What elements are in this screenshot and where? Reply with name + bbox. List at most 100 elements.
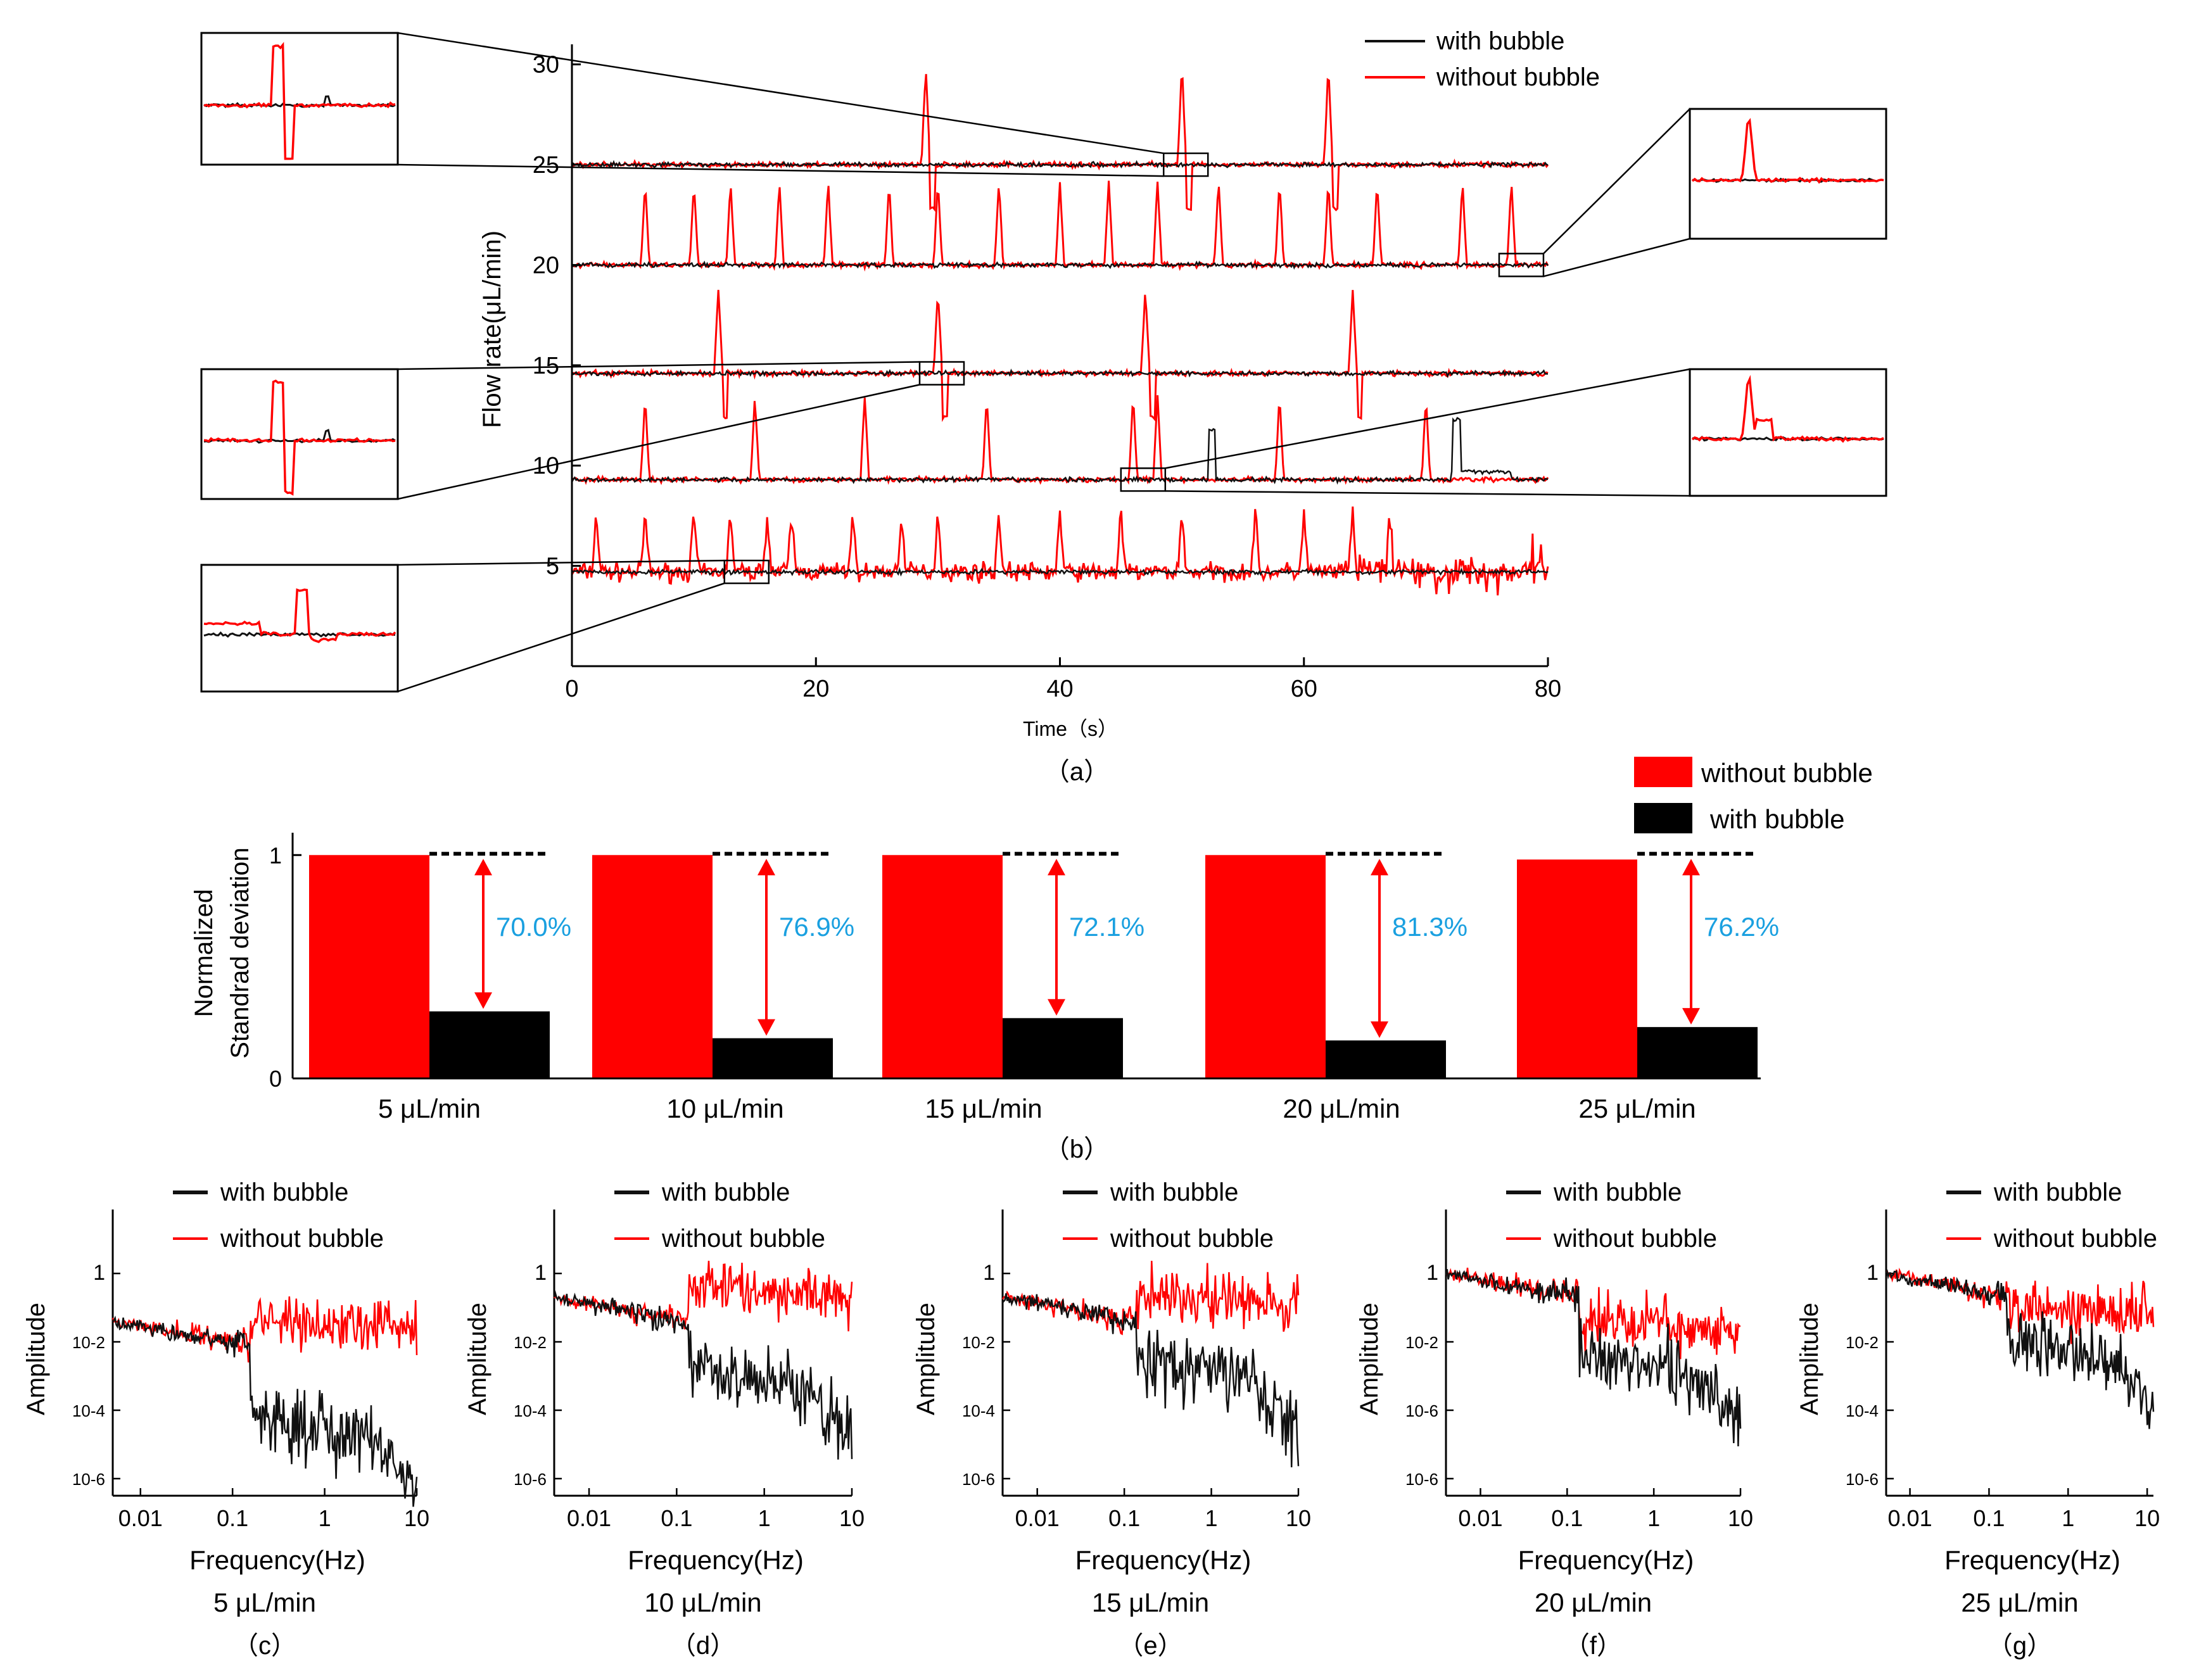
b-reduction-label: 76.2% (1704, 912, 1779, 942)
spectrum-xlabel: Frequency(Hz) (1075, 1545, 1252, 1575)
spectrum-caption: （e） (1118, 1632, 1182, 1660)
b-category-label: 15 μL/min (925, 1094, 1042, 1123)
b-bar-without-bubble (882, 855, 1003, 1078)
spectrum-xlabel: Frequency(Hz) (1944, 1545, 2120, 1575)
a-xtick-label: 20 (802, 676, 829, 702)
b-bar-without-bubble (592, 855, 713, 1078)
b-ticks: 01 (269, 842, 301, 1092)
spectrum-legend-with-text: with bubble (661, 1178, 790, 1206)
spectrum-subplot-20 μL/min: 0.01 0.1 1 10 1 10-2 10-6 10-6 Amplitude Frequenc… (1355, 1178, 1753, 1660)
spectrum-xlabel: Frequency(Hz) (628, 1545, 804, 1575)
spectrum-ytick-label: 10-6 (514, 1470, 547, 1489)
b-arrow-head-down (758, 1019, 775, 1036)
spectrum-ylabel: Amplitude (22, 1303, 50, 1415)
spectrum-xtick-label: 0.1 (217, 1505, 248, 1531)
spectrum-xtick-label: 0.1 (1973, 1505, 2005, 1531)
spectrum-title: 25 μL/min (1961, 1588, 2078, 1617)
spectrum-xtick-label: 0.01 (118, 1505, 163, 1531)
a-xtick-label: 40 (1046, 676, 1073, 702)
spectrum-ytick-label: 10-4 (962, 1401, 995, 1420)
b-ylabel-line2: Standrad deviation (226, 847, 254, 1059)
b-arrow-head-up (758, 859, 775, 876)
spectrum-title: 20 μL/min (1535, 1588, 1652, 1617)
spectrum-ytick-label: 10-4 (514, 1401, 547, 1420)
a-inset-without-bubble (1691, 118, 1884, 184)
spectrum-ylabel: Amplitude (1355, 1303, 1383, 1415)
a-inset-without-bubble (1691, 375, 1884, 443)
a-caption: （a） (1044, 758, 1109, 786)
spectrum-ytick-label: 10-6 (1405, 1470, 1438, 1489)
spectrum-without-bubble (1001, 1260, 1300, 1336)
b-category-label: 5 μL/min (378, 1094, 481, 1123)
a-ytick-label: 25 (533, 152, 559, 179)
b-bar-with-bubble (1003, 1018, 1123, 1078)
a-ticks: 0 20 40 60 80 5 10 15 20 25 30 (533, 52, 1561, 702)
b-legend-without-text: without bubble (1701, 758, 1873, 788)
a-zoom-box-middle-right (1120, 467, 1167, 492)
a-legend-with-text: with bubble (1436, 27, 1564, 55)
a-inset-without-bubble (203, 42, 396, 160)
a-trace-without-bubble-25 (571, 73, 1549, 212)
a-xtick-label: 0 (565, 676, 578, 702)
a-zoom-connector (397, 361, 920, 370)
spectrum-legend-without-text: without bubble (1553, 1225, 1717, 1253)
b-bar-with-bubble (429, 1011, 550, 1078)
b-bar-without-bubble (1517, 859, 1637, 1078)
spectrum-without-bubble (553, 1260, 853, 1332)
b-arrow-head-up (474, 859, 492, 876)
spectrum-ytick-label: 1 (1426, 1261, 1438, 1285)
spectrum-legend-without-text: without bubble (220, 1225, 384, 1253)
a-zoom-box-top-left (1162, 152, 1209, 177)
spectrum-subplot-10 μL/min: 0.01 0.1 1 10 1 10-2 10-4 10-6 Amplitude Frequenc… (464, 1178, 865, 1660)
a-zoom-connector (397, 582, 725, 693)
spectrum-caption: （d） (671, 1632, 735, 1660)
a-zoom-boxes (397, 32, 1690, 693)
a-trace-without-bubble-20 (571, 180, 1549, 272)
spectrum-without-bubble (111, 1296, 418, 1363)
spectrum-xlabel: Frequency(Hz) (1518, 1545, 1694, 1575)
b-legend-with-text: with bubble (1709, 804, 1844, 834)
b-bar-with-bubble (1326, 1040, 1446, 1078)
spectrum-caption: （g） (1987, 1632, 2052, 1660)
a-trace-without-bubble-5 (571, 506, 1549, 596)
a-inset-without-bubble (203, 588, 396, 643)
a-zoom-box-middle-left (918, 361, 965, 386)
spectrum-ytick-label: 10-2 (1846, 1333, 1879, 1352)
a-inset-top-right (1689, 108, 1887, 240)
spectrum-with-bubble (1445, 1269, 1742, 1447)
panel-spectra: 0.01 0.1 1 10 1 10-2 10-4 10-6 Amplitude Frequenc… (22, 1178, 2160, 1660)
a-ytick-label: 10 (533, 453, 559, 479)
spectrum-with-bubble (1002, 1293, 1300, 1468)
spectrum-ytick-label: 10-2 (1405, 1333, 1438, 1352)
spectrum-xtick-label: 10 (1286, 1505, 1311, 1531)
a-ytick-label: 15 (533, 353, 559, 379)
spectrum-legend-without-text: without bubble (661, 1225, 825, 1253)
spectrum-xtick-label: 0.01 (1458, 1505, 1502, 1531)
spectrum-ytick-label: 10-2 (514, 1333, 547, 1352)
spectrum-legend-with-text: with bubble (1553, 1178, 1682, 1206)
spectrum-xtick-label: 0.01 (1888, 1505, 1932, 1531)
spectrum-xtick-label: 1 (758, 1505, 771, 1531)
spectrum-xtick-label: 10 (404, 1505, 429, 1531)
spectrum-ytick-label: 10-6 (1405, 1401, 1438, 1420)
spectrum-xtick-label: 10 (839, 1505, 865, 1531)
spectrum-title: 5 μL/min (213, 1588, 316, 1617)
b-arrow-head-down (474, 992, 492, 1009)
a-xlabel: Time（s） (1023, 717, 1118, 740)
spectrum-xtick-label: 0.01 (1015, 1505, 1060, 1531)
spectrum-legend-without-text: without bubble (1110, 1225, 1274, 1253)
a-inset-top-left (200, 32, 399, 166)
a-ytick-label: 30 (533, 52, 559, 79)
a-zoom-connector (397, 559, 725, 566)
a-trace-without-bubble-15 (571, 289, 1549, 422)
a-xtick-label: 60 (1291, 676, 1317, 702)
b-category-label: 20 μL/min (1283, 1094, 1400, 1123)
b-bars: 70.0% 5 μL/min 76.9% 10 μL/min 72.1% 15 μL/mi… (309, 852, 1779, 1123)
a-ytick-label: 5 (546, 553, 559, 580)
spectrum-xtick-label: 0.01 (567, 1505, 611, 1531)
spectrum-legend-with-text: with bubble (1110, 1178, 1238, 1206)
spectrum-ylabel: Amplitude (1796, 1303, 1823, 1415)
a-zoom-connector (1543, 237, 1690, 277)
a-zoom-connector (397, 384, 920, 500)
